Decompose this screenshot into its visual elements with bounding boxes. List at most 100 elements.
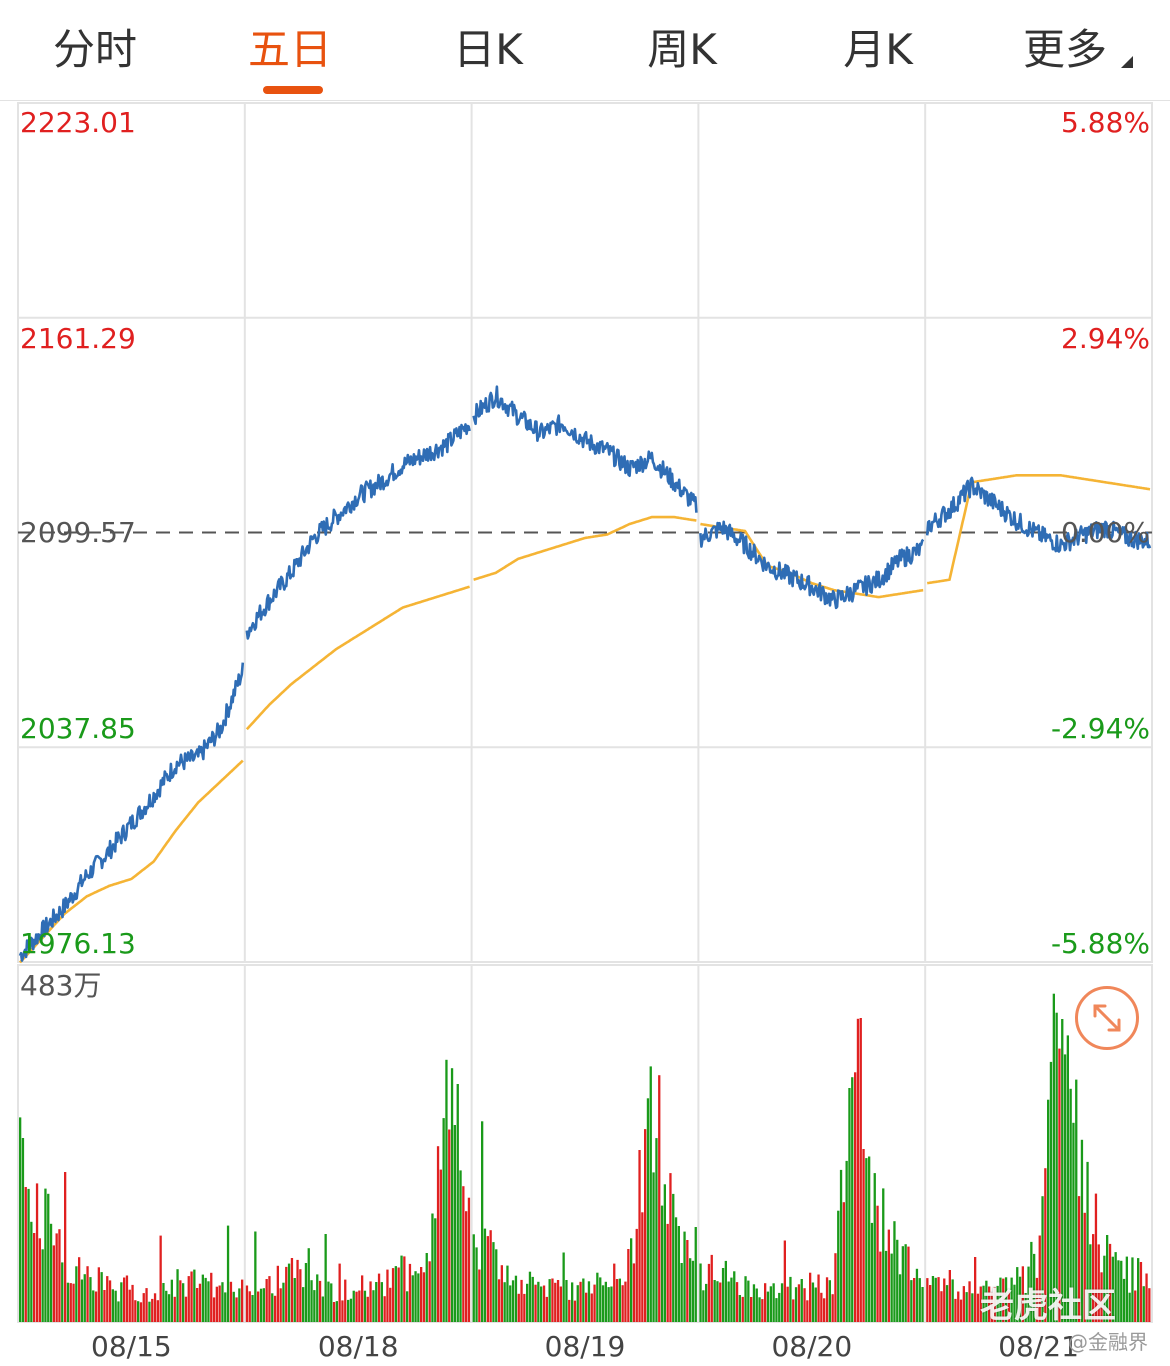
- volume-bar: [1128, 1292, 1131, 1322]
- volume-bar: [862, 1149, 865, 1322]
- tab-monthly-k[interactable]: 月K: [843, 25, 913, 74]
- volume-bar: [139, 1302, 143, 1322]
- volume-bar: [1077, 1196, 1081, 1322]
- volume-bar: [1103, 1255, 1106, 1322]
- volume-bar: [845, 1160, 848, 1322]
- volume-bar: [1044, 1168, 1047, 1322]
- volume-bar: [644, 1129, 647, 1322]
- volume-bar: [834, 1253, 837, 1322]
- volume-bar: [148, 1301, 151, 1322]
- volume-bar: [21, 1138, 25, 1322]
- volume-bar: [517, 1293, 520, 1322]
- volume-bar: [537, 1281, 540, 1322]
- volume-bar: [1114, 1252, 1117, 1322]
- volume-bar: [1061, 1019, 1064, 1322]
- tab-daily-k[interactable]: 日K: [453, 25, 523, 74]
- volume-bar: [896, 1239, 899, 1322]
- volume-panel-frame: [17, 964, 1153, 1323]
- volume-bar: [615, 1279, 619, 1322]
- x-axis-label: 08/18: [318, 1330, 399, 1363]
- volume-bar: [613, 1263, 616, 1322]
- volume-bar: [876, 1205, 879, 1322]
- volume-bar: [153, 1293, 157, 1322]
- volume-bar: [691, 1260, 695, 1322]
- volume-bar: [913, 1278, 916, 1322]
- volume-bar: [831, 1294, 834, 1322]
- volume-bar: [854, 1072, 857, 1322]
- volume-bar: [783, 1240, 786, 1322]
- volume-bar: [290, 1258, 294, 1322]
- volume-bar: [296, 1259, 299, 1322]
- volume-bar: [478, 1269, 481, 1322]
- five-day-chart: 2223.01 2161.29 2099.57 2037.85 1976.13 5.88%…: [17, 102, 1153, 1363]
- volume-bar: [721, 1268, 725, 1322]
- volume-bar: [221, 1282, 224, 1322]
- volume-bar: [702, 1290, 705, 1322]
- volume-bar: [649, 1066, 652, 1322]
- volume-bar: [279, 1288, 282, 1322]
- volume-bar: [456, 1084, 459, 1322]
- y-axis-right-label: -5.88%: [1051, 927, 1150, 960]
- volume-bar: [394, 1266, 397, 1322]
- volume-bar: [495, 1249, 498, 1322]
- volume-bar: [467, 1197, 471, 1322]
- volume-bar: [397, 1267, 400, 1322]
- volume-bar: [638, 1150, 641, 1322]
- volume-bar: [554, 1282, 557, 1322]
- expand-chart-button[interactable]: [1075, 986, 1139, 1050]
- volume-bar: [686, 1240, 689, 1322]
- volume-bar: [741, 1296, 744, 1322]
- volume-bar: [184, 1296, 188, 1322]
- average-price-line: [700, 522, 924, 599]
- tab-more[interactable]: 更多: [1022, 25, 1107, 74]
- volume-bar: [663, 1184, 666, 1322]
- volume-bar: [453, 1125, 456, 1322]
- volume-bar: [375, 1282, 378, 1322]
- volume-bar: [823, 1298, 826, 1322]
- volume-bar: [33, 1233, 36, 1322]
- volume-bar: [245, 1285, 249, 1322]
- volume-bar: [35, 1183, 39, 1322]
- volume-bar: [196, 1288, 199, 1322]
- volume-bar: [69, 1283, 72, 1322]
- volume-bar: [523, 1293, 526, 1322]
- volume-bar: [982, 1285, 985, 1322]
- volume-bar: [483, 1228, 487, 1322]
- volume-bar: [38, 1238, 41, 1322]
- volume-bar: [80, 1279, 84, 1322]
- volume-bar: [506, 1265, 509, 1322]
- volume-bar: [462, 1186, 465, 1322]
- volume-bar: [324, 1234, 327, 1322]
- volume-bar: [713, 1280, 716, 1322]
- volume-bar: [1027, 1266, 1030, 1322]
- volume-bar: [190, 1271, 193, 1322]
- volume-bar: [918, 1278, 921, 1322]
- tab-five-day[interactable]: 五日: [247, 25, 332, 74]
- volume-bar: [436, 1146, 440, 1322]
- tab-intraday[interactable]: 分时: [52, 25, 137, 74]
- volume-bar: [327, 1281, 330, 1322]
- volume-bar: [780, 1283, 784, 1322]
- volume-bar: [44, 1188, 47, 1322]
- volume-bar: [576, 1285, 579, 1322]
- volume-bar: [1013, 1284, 1016, 1322]
- volume-bar: [344, 1279, 347, 1322]
- volume-bar: [1018, 1276, 1022, 1322]
- volume-bar: [389, 1287, 392, 1322]
- volume-bar: [145, 1288, 148, 1322]
- volume-bar: [848, 1088, 851, 1322]
- volume-bar: [481, 1121, 484, 1322]
- volume-bar: [302, 1287, 305, 1322]
- volume-bar: [167, 1294, 171, 1322]
- volume-bar: [497, 1279, 501, 1322]
- volume-bar: [1075, 1079, 1078, 1322]
- volume-bar: [414, 1271, 417, 1322]
- volume-bar: [660, 1205, 664, 1322]
- y-axis-left-label: 2161.29: [20, 322, 136, 355]
- volume-bar: [610, 1286, 613, 1322]
- volume-bar: [49, 1223, 53, 1322]
- volume-bar: [1106, 1235, 1109, 1322]
- volume-bar: [534, 1284, 537, 1322]
- price-line: [245, 423, 471, 640]
- tab-weekly-k[interactable]: 周K: [647, 25, 717, 74]
